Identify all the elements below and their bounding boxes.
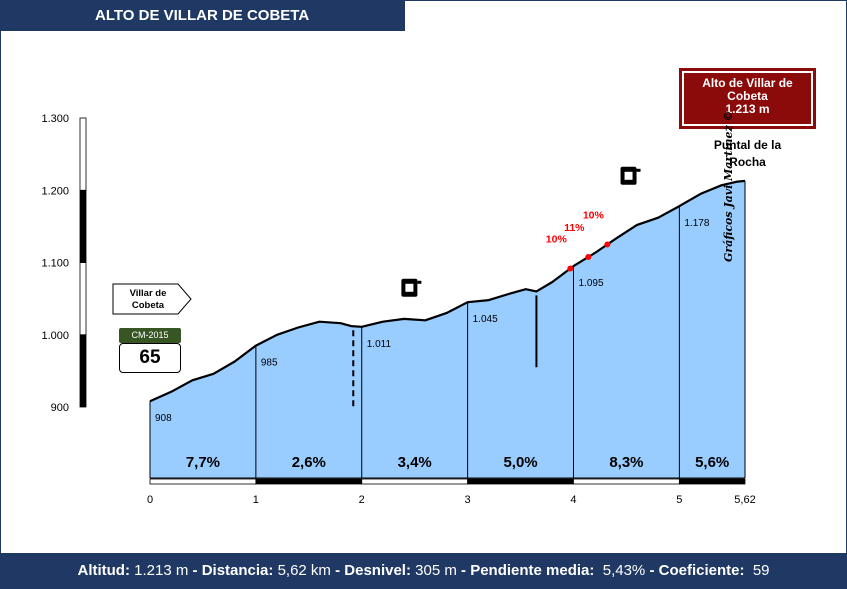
road-number: 65: [119, 343, 181, 373]
sep-4: -: [645, 562, 659, 579]
km-altitude-label: 908: [155, 413, 172, 424]
pendiente-label: Pendiente media:: [470, 562, 595, 579]
x-tick-label: 0: [147, 494, 153, 506]
distancia-value: 5,62 km: [277, 562, 331, 579]
fountain-icon: [620, 166, 641, 185]
pendiente-value: 5,43%: [602, 562, 646, 579]
start-sign: Villar de Cobeta: [112, 283, 192, 315]
segment-gradient-label: 3,4%: [398, 454, 432, 471]
desnivel-label: Desnivel:: [344, 562, 411, 579]
page-title: ALTO DE VILLAR DE COBETA: [0, 0, 405, 31]
distance-scale-band: [467, 478, 574, 485]
x-tick-label: 1: [253, 494, 259, 506]
y-tick-label: 1.000: [41, 330, 69, 342]
distance-scale-band: [573, 478, 680, 485]
road-sign: CM-2015 65: [119, 328, 181, 373]
coeficiente-value: 59: [752, 562, 770, 579]
altitude-scale-band: [79, 189, 87, 263]
summary-footer: Altitud: 1.213 m - Distancia: 5,62 km - …: [0, 553, 847, 589]
altitud-value: 1.213 m: [134, 562, 189, 579]
segment-gradient-label: 8,3%: [609, 454, 643, 471]
sep-1: -: [188, 562, 202, 579]
distance-scale-band: [361, 478, 469, 485]
y-tick-label: 1.200: [41, 185, 69, 197]
km-altitude-label: 1.011: [367, 339, 392, 350]
summit-badge-line3: 1.213 m: [725, 102, 770, 116]
fountain-icon-spout: [417, 280, 422, 284]
max-gradient-marker: [604, 241, 611, 248]
y-tick-label: 1.100: [41, 258, 69, 270]
x-tick-label: 5: [676, 494, 682, 506]
x-tick-label: 5,62: [734, 494, 755, 506]
km-altitude-label: 985: [261, 358, 278, 369]
summit-name: Puntal de la Rocha: [700, 137, 795, 171]
start-sign-line2: Cobeta: [132, 300, 165, 311]
max-gradient-marker: [567, 265, 574, 272]
fountain-icon: [401, 278, 422, 297]
distance-scale-band: [678, 478, 746, 485]
segment-gradient-label: 7,7%: [186, 454, 220, 471]
x-tick-label: 3: [465, 494, 471, 506]
summit-badge-line2: Cobeta: [727, 89, 768, 103]
fountain-icon-window: [624, 171, 633, 180]
max-gradient-marker: [585, 254, 592, 261]
desnivel-value: 305 m: [415, 562, 457, 579]
summit-name-line1: Puntal de la: [713, 138, 782, 152]
altitude-scale-band: [79, 117, 87, 191]
segment-gradient-label: 5,0%: [503, 454, 537, 471]
altitud-label: Altitud:: [77, 562, 130, 579]
segment-gradient-label: 5,6%: [695, 454, 729, 471]
road-code: CM-2015: [119, 328, 181, 343]
author-credit: Gráficos Javi Martínez ©: [722, 110, 735, 262]
km-altitude-label: 1.095: [578, 278, 603, 289]
summit-name-line2: Rocha: [729, 155, 766, 169]
max-gradient-label: 11%: [564, 222, 585, 234]
sep-3: -: [456, 562, 471, 579]
summit-badge: Alto de Villar de Cobeta 1.213 m: [679, 68, 816, 129]
profile-area: [150, 180, 745, 478]
y-tick-label: 900: [51, 402, 69, 414]
start-sign-line1: Villar de: [130, 288, 167, 299]
altitude-scale-band: [79, 262, 87, 336]
km-altitude-label: 1.178: [684, 218, 709, 229]
fountain-icon-window: [405, 283, 414, 292]
summit-badge-line1: Alto de Villar de: [702, 76, 793, 90]
distance-scale-band: [149, 478, 257, 485]
max-gradient-label: 10%: [583, 209, 605, 221]
max-gradient-label: 10%: [546, 233, 568, 245]
distancia-label: Distancia:: [201, 562, 274, 579]
segment-gradient-label: 2,6%: [292, 454, 326, 471]
profile-line: [149, 179, 746, 403]
y-tick-label: 1.300: [41, 113, 69, 125]
x-tick-label: 2: [359, 494, 365, 506]
distance-scale-band: [255, 478, 363, 485]
sep-2: -: [330, 562, 345, 579]
x-tick-label: 4: [570, 494, 576, 506]
coeficiente-label: Coeficiente:: [658, 562, 745, 579]
km-altitude-label: 1.045: [473, 314, 498, 325]
altitude-scale-band: [79, 334, 87, 408]
fountain-icon-spout: [636, 168, 641, 172]
